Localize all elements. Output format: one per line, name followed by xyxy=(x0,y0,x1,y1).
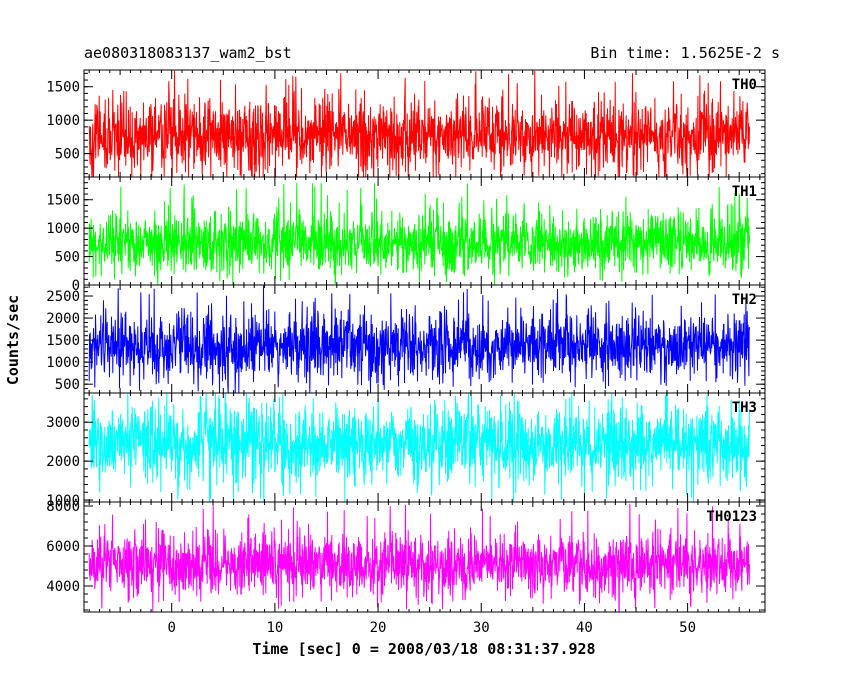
panel-th0123: 4000 6000 8000 TH0123 xyxy=(46,499,766,613)
panel-th1: 0 500 1000 1500 TH1 xyxy=(46,176,766,294)
y-tick-label: 3000 xyxy=(46,415,80,431)
panel-th2: 500 1000 1500 2000 2500 TH2 xyxy=(46,284,766,394)
series-line-th1 xyxy=(88,182,750,285)
y-tick-label: 1500 xyxy=(46,193,80,209)
series-line-th3 xyxy=(88,393,750,502)
x-tick-label: 20 xyxy=(370,620,387,636)
y-tick-label: 8000 xyxy=(46,499,80,515)
bin-time-label: Bin time: 1.5625E-2 s xyxy=(590,44,780,62)
y-tick-label: 2000 xyxy=(46,311,80,327)
y-tick-label: 6000 xyxy=(46,539,80,555)
y-tick-label: 1000 xyxy=(46,113,80,129)
y-tick-label: 1000 xyxy=(46,355,80,371)
panel-th3: 1000 2000 3000 TH3 xyxy=(46,392,766,509)
panel-label-th0: TH0 xyxy=(732,77,757,93)
y-tick-label: 4000 xyxy=(46,579,80,595)
x-tick-label: 50 xyxy=(679,620,696,636)
y-tick-label: 2500 xyxy=(46,289,80,305)
y-tick-label: 1500 xyxy=(46,333,80,349)
y-tick-label: 500 xyxy=(55,250,80,266)
y-tick-label: 0 xyxy=(72,278,80,294)
chart-title: ae080318083137_wam2_bst xyxy=(84,44,292,62)
x-tick-label: 30 xyxy=(473,620,490,636)
panel-label-th1: TH1 xyxy=(732,184,757,200)
y-axis-label: Counts/sec xyxy=(4,294,22,386)
x-tick-label: 0 xyxy=(167,620,175,636)
y-tick-label: 1500 xyxy=(46,80,80,96)
series-line-th0123 xyxy=(88,503,750,612)
y-tick-label: 500 xyxy=(55,147,80,163)
panel-label-th0123: TH0123 xyxy=(706,509,757,525)
panel-th0: 500 1000 1500 TH0 xyxy=(46,69,766,178)
x-tick-label: 40 xyxy=(576,620,593,636)
panel-label-th3: TH3 xyxy=(732,400,757,416)
y-tick-label: 2000 xyxy=(46,454,80,470)
x-axis-label: Time [sec] 0 = 2008/03/18 08:31:37.928 xyxy=(252,640,596,658)
y-tick-label: 1000 xyxy=(46,493,80,509)
panel-label-th2: TH2 xyxy=(732,292,757,308)
series-line-th2 xyxy=(88,285,750,393)
series-line-th0 xyxy=(88,70,750,177)
x-tick-label: 10 xyxy=(266,620,283,636)
y-tick-label: 500 xyxy=(55,377,80,393)
panel-frame xyxy=(83,501,766,613)
y-tick-label: 1000 xyxy=(46,221,80,237)
